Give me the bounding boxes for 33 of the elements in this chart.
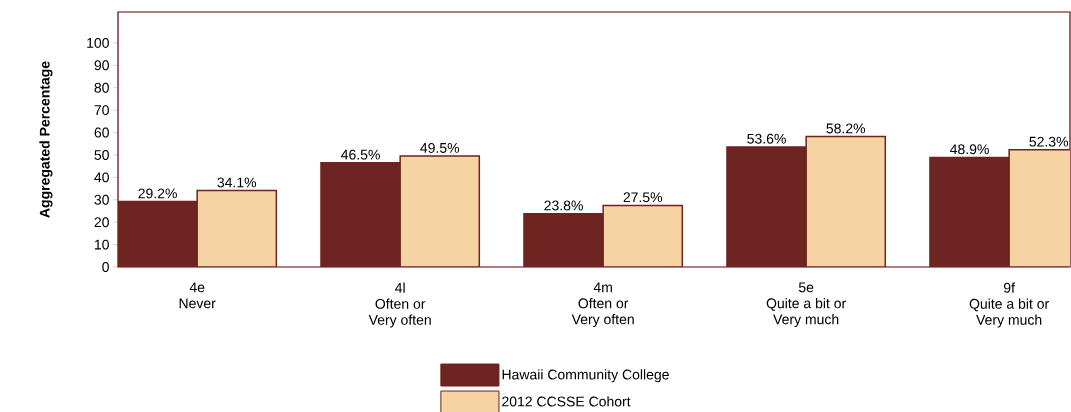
bar <box>805 135 887 267</box>
data-label: 49.5% <box>420 142 460 153</box>
legend-label: 2012 CCSSE Cohort <box>502 396 631 407</box>
y-tick-label: 0 <box>102 262 109 272</box>
y-tick-label: 80 <box>94 82 109 93</box>
x-tick-label: 4e Never <box>179 282 216 309</box>
y-tick-label: 30 <box>94 194 109 205</box>
y-tick-label: 50 <box>94 150 109 160</box>
y-tick-label: 10 <box>94 239 109 250</box>
y-tick-label: 40 <box>94 172 109 183</box>
bar <box>400 156 480 267</box>
data-label: 29.2% <box>138 188 177 199</box>
data-label: 52.3% <box>1029 136 1069 147</box>
y-tick-label: 70 <box>94 105 109 116</box>
y-axis-title: Aggregated Percentage <box>39 61 53 218</box>
bar <box>196 189 278 267</box>
x-tick-label: 5e Quite a bit or Very much <box>766 282 846 328</box>
data-label: 53.6% <box>747 133 786 144</box>
data-label: 48.9% <box>950 144 989 155</box>
data-label: 27.5% <box>623 192 663 203</box>
x-tick-label: 4l Often or Very often <box>368 282 431 328</box>
x-tick-label: 9f Quite a bit or Very much <box>969 282 1049 328</box>
bar <box>602 204 684 267</box>
x-tick-label: 4m Often or Very often <box>571 282 634 328</box>
y-tick-label: 100 <box>87 37 109 48</box>
legend-label: Hawaii Community College <box>502 369 669 383</box>
y-tick-label: 90 <box>94 60 109 71</box>
y-tick-label: 60 <box>94 127 109 138</box>
y-tick-label: 20 <box>94 217 109 228</box>
data-label: 58.2% <box>826 123 866 134</box>
data-label: 23.8% <box>544 200 583 211</box>
data-label: 34.1% <box>217 177 257 188</box>
data-label: 46.5% <box>341 149 380 160</box>
